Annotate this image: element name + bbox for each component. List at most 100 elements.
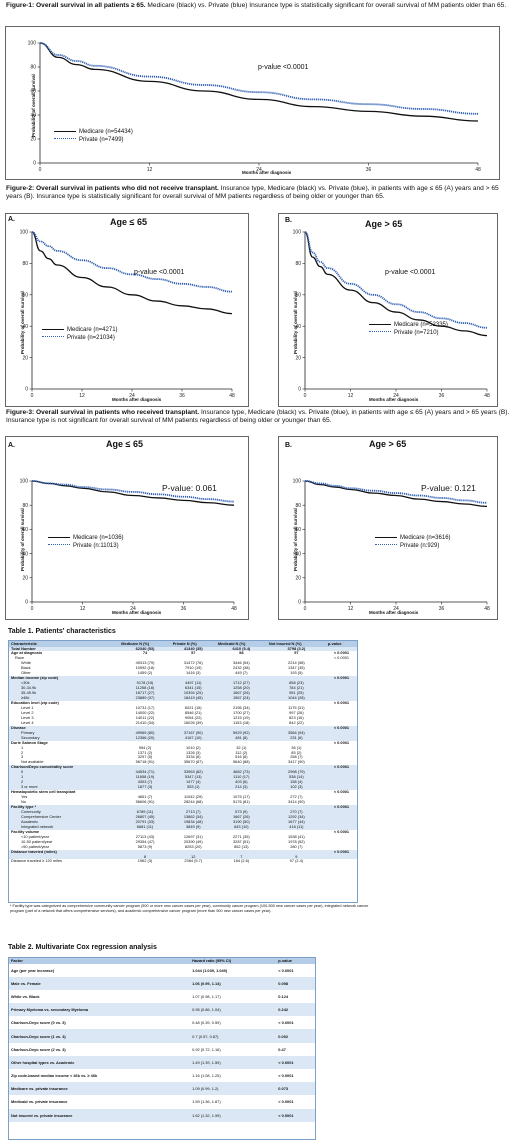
figure-2a-pvalue: p-value <0.0001: [134, 269, 185, 276]
table-cell: 0.95 (0.86, 1.04): [190, 1003, 277, 1017]
table-cell: Academic: [9, 819, 120, 825]
table-cell: 14000 (22): [135, 709, 155, 715]
table-cell: [215, 765, 267, 771]
table-cell: 0.92 (0.72, 1.16): [192, 1046, 221, 1052]
table-cell: 3446 (54): [233, 660, 250, 666]
table-row: ≥46k 23889 (37) 18419 (45) 1567 (24) 1044 (2…: [9, 695, 357, 701]
table-cell: 56718 (91): [135, 759, 155, 765]
column-header: Factor: [9, 958, 191, 964]
column-header: Characteristic: [9, 641, 120, 647]
table-cell: Yes: [21, 794, 28, 800]
table-cell: [325, 814, 357, 820]
table-1-body: Total Number 62340 (53) 41340 (35) 6410 (5.…: [9, 646, 357, 865]
table-cell: 280 (7): [290, 843, 303, 849]
y-tick-label: 0: [25, 600, 28, 606]
y-tick-label: 40: [295, 551, 301, 557]
table-cell: 1215 (19): [233, 714, 250, 720]
table-cell: [325, 775, 357, 781]
table-cell: 3190 (50): [215, 819, 267, 825]
figure-2b-legend: Medicare (n=52335) Private (n=7210): [369, 322, 448, 337]
y-tick-label: 0: [298, 387, 301, 393]
table-cell: 0.7 (0.57, 0.87): [190, 1029, 277, 1043]
table-2: Factor Hazard ratio (95% CI) p-value Age (…: [8, 957, 316, 1140]
legend-label: Medicare (n=4271): [67, 327, 118, 333]
table-cell: 951 (25): [266, 690, 326, 697]
table-cell: 164 (2.6): [233, 858, 250, 864]
table-cell: Level 3: [21, 714, 34, 720]
table-cell: Comprehensive Center: [9, 814, 120, 820]
table-cell: Durie Salmon Stage: [11, 739, 48, 745]
column-header: Medicaid N (%): [215, 641, 267, 647]
table-cell: 1.07 (0.98, 1.17): [192, 993, 221, 999]
x-tick-label: 24: [256, 167, 262, 173]
table-cell: 28244 (68): [183, 799, 203, 805]
table-row: Distance traveled ≥ 120 miles 1962 (3) 238…: [9, 859, 357, 864]
legend-swatch: [42, 336, 64, 338]
table-row: Level 2 14000 (22) 8546 (21) 1700 (27) 997 (…: [9, 709, 357, 716]
table-row: 1 954 (2) 1010 (2) 32 (1) 36 (1): [9, 744, 357, 751]
table-cell: [170, 765, 216, 771]
table-cell: 49969 (80): [119, 730, 171, 736]
column-header: Private N (%): [170, 641, 216, 647]
table-cell: 6341 (15): [170, 685, 216, 692]
column-header: Hazard ratio (95% CI): [190, 958, 277, 964]
table-cell: 30-34.9k: [9, 685, 120, 692]
y-tick-label: 40: [22, 324, 28, 330]
y-tick-label: 100: [20, 479, 29, 485]
table-row: <10 patient/year 27113 (43) 12697 (31) 2271…: [9, 834, 357, 840]
figure-2a-ylabel: Probability of overall survival: [20, 291, 25, 354]
figure-2-caption: Figure-2: Overall survival in patients w…: [6, 185, 512, 201]
x-tick-label: 36: [366, 167, 372, 173]
table-cell: 193 (5): [290, 670, 303, 676]
legend-private: Private (n:11013): [48, 543, 124, 551]
table-cell: [325, 681, 357, 687]
table-1-header-row: Characteristic Medicare N (%) Private N (%…: [9, 641, 357, 647]
table-cell: 2156 (34): [233, 704, 250, 710]
figure-3a-panel: 0 12 24 36 48 0 20 40 60 80 100 A. Age ≤ 65 P-valu…: [5, 436, 249, 620]
figure-1-panel: 0 12 24 36 48 0 20 40 60 80 100 p-value <0.0001 Me…: [5, 26, 500, 180]
figure-3-caption-text: Insurance type, Medicare (black) vs. Pri…: [6, 409, 510, 425]
table-row: Charlson-Deyo score (1 vs. 3) 0.7 (0.57, …: [9, 1029, 315, 1043]
table-cell: < 0.0001: [276, 1108, 315, 1122]
table-cell: [325, 691, 357, 697]
table-cell: Race: [15, 655, 25, 661]
table-cell: 4303 (7): [119, 779, 171, 786]
table-cell: 13862 (34): [170, 814, 216, 820]
figure-3b-letter: B.: [285, 442, 292, 449]
table-cell: 1347 (35): [288, 665, 305, 671]
table-row: 3 or more 1877 (3) 553 (1) 214 (3) 102 (3): [9, 784, 357, 791]
table-cell: [325, 854, 357, 860]
table-cell: 19834 (48): [170, 819, 216, 825]
table-row: Total Number 62340 (53) 41340 (35) 6410 (5.…: [9, 646, 357, 652]
table-cell: 3334 (8): [186, 754, 201, 760]
table-cell: 102 (3): [266, 784, 326, 791]
table-cell: 1175 (31): [288, 704, 305, 710]
private-survival-line: [31, 480, 235, 503]
table-cell: 1677 (44): [266, 819, 326, 825]
table-cell: 33963 (82): [170, 769, 216, 776]
y-tick-label: 20: [22, 576, 28, 582]
table-cell: 1962 (3): [137, 858, 153, 864]
table-cell: [119, 849, 171, 855]
table-cell: [215, 725, 267, 731]
table-cell: 14011 (22): [135, 714, 155, 720]
x-tick-label: 12: [147, 167, 153, 173]
table-cell: 1667 (26): [215, 814, 267, 820]
table-cell: 41340 (35): [170, 646, 216, 652]
figure-2-caption-text: Insurance type, Medicare (black) vs. Pri…: [6, 185, 499, 201]
figure-3b-title: Age > 65: [369, 439, 407, 449]
table-cell: [325, 696, 357, 701]
table-cell: 1075 (17): [233, 794, 250, 800]
table-cell: [266, 805, 326, 810]
table-cell: 8: [119, 854, 171, 860]
x-tick-label: 36: [439, 393, 445, 399]
figure-2b-title: Age > 65: [365, 219, 403, 229]
table-row: Distance traveled (miles) < 0.0001: [9, 849, 357, 855]
table-cell: 1: [9, 774, 120, 781]
table-cell: 32 (1): [236, 744, 247, 750]
y-tick-label: 20: [295, 355, 301, 361]
table-cell: [325, 819, 357, 825]
y-tick-label: 100: [293, 230, 302, 236]
table-cell: < 0.0001: [333, 650, 350, 656]
table-cell: 2: [21, 749, 24, 755]
